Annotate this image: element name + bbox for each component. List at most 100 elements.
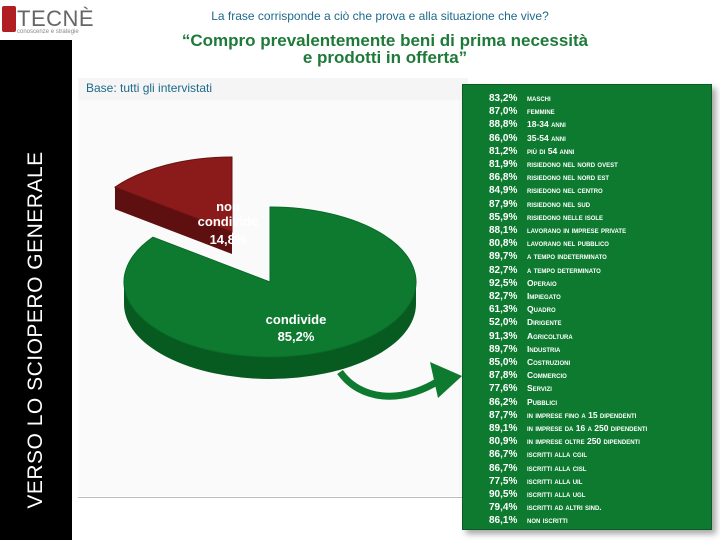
question-text: La frase corrisponde a ciò che prova e a… [211,9,549,23]
breakdown-label: a tempo determinato [527,264,601,275]
breakdown-value: 89,7% [489,251,518,263]
breakdown-row: 82,7% a tempo determinato [489,260,601,276]
breakdown-row: 91,3% Agricoltura [489,326,573,342]
breakdown-row: 85,0% Costruzioni [489,352,570,368]
slice-label-non: non [216,199,240,214]
base-bar [78,78,468,100]
breakdown-value: 81,9% [489,159,518,170]
title-line-2: e prodotti in offerta” [302,48,468,67]
breakdown-label: risiedono nel nord est [527,172,610,183]
breakdown-label: 18-34 anni [527,119,566,130]
breakdown-value: 87,8% [489,370,518,382]
breakdown-row: 86,7% iscritti alla cgil [489,444,588,461]
breakdown-value: 86,2% [489,396,518,408]
breakdown-value: 80,8% [489,238,518,250]
breakdown-value: 86,8% [489,172,518,184]
breakdown-label: iscritti alla cgil [527,449,588,460]
breakdown-label: Industria [527,343,561,354]
breakdown-value: 84,9% [489,185,518,197]
breakdown-value: 77,6% [489,383,518,395]
breakdown-label: Commercio [527,370,567,381]
breakdown-row: 87,8% Commercio [489,365,567,382]
breakdown-row: 83,2% maschi [489,88,551,104]
breakdown-value: 85,9% [489,211,518,223]
breakdown-label: Operaio [527,277,557,288]
slice-label-condivide: condivide [266,312,327,327]
breakdown-label: maschi [527,93,551,103]
breakdown-row: 80,9% in imprese oltre 250 dipendenti [489,431,640,447]
arrow-connector [337,369,442,400]
breakdown-row: 80,8% lavorano nel pubblico [489,233,609,250]
logo: TECNÈ conoscenze e strategie [0,0,94,40]
breakdown-label: lavorano nel pubblico [527,238,609,249]
logo-mark [2,6,16,32]
breakdown-label: risiedono nel centro [527,185,603,196]
breakdown-row: 84,9% risiedono nel centro [489,180,603,197]
breakdown-row: 89,7% a tempo indeterminato [489,246,607,263]
breakdown-label: lavorano in imprese private [527,225,627,235]
breakdown-value: 83,2% [489,93,518,104]
breakdown-label: a tempo indeterminato [527,251,607,262]
breakdown-label: Quadro [527,304,556,315]
breakdown-row: 61,3% Quadro [489,299,556,315]
slice-side-non-condivide [114,187,232,254]
breakdown-label: Pubblici [527,396,558,407]
logo-name: TECNÈ [17,6,95,31]
base-text: Base: tutti gli intervistati [86,81,213,95]
breakdown-row: 87,9% risiedono nel sud [489,194,591,210]
arrow-head [430,362,462,398]
breakdown-value: 82,7% [489,264,518,276]
breakdown-label: risiedono nel sud [527,198,591,209]
breakdown-label: iscritti alla ugl [527,489,586,499]
breakdown-value: 86,1% [489,515,518,527]
breakdown-row: 86,7% iscritti alla cisl [489,458,587,474]
breakdown-row: 92,5% Operaio [489,273,557,289]
breakdown-row: 87,0% femmine [489,101,555,117]
breakdown-value: 86,0% [489,132,518,144]
breakdown-value: 92,5% [489,277,518,289]
breakdown-row: 86,0% 35-54 anni [489,128,566,144]
breakdown-row: 85,9% risiedono nelle isole [489,207,604,223]
breakdown-row: 79,4% iscritti ad altri sind. [489,497,602,514]
breakdown-value: 52,0% [489,317,518,329]
slice-non-condivide [113,156,233,233]
breakdown-value: 87,7% [489,409,518,421]
breakdown-label: 35-54 anni [527,132,566,143]
breakdown-row: 86,8% risiedono nel nord est [489,167,610,184]
breakdown-label: Servizi [527,383,552,394]
breakdown-value: 85,0% [489,357,518,368]
breakdown-row: 88,1% lavorano in imprese private [489,220,627,236]
breakdown-row: 89,1% in imprese da 16 a 250 dipendenti [489,418,647,434]
breakdown-label: iscritti ad altri sind. [527,502,602,513]
breakdown-label: non iscritti [527,515,568,526]
breakdown-value: 82,7% [489,291,518,302]
breakdown-value: 86,7% [489,449,518,461]
breakdown-label: femmine [527,106,555,117]
breakdown-row: 86,2% Pubblici [489,392,558,408]
breakdown-label: iscritti alla cisl [527,462,587,473]
breakdown-row: 86,1% non iscritti [489,510,568,527]
breakdown-row: 87,7% in imprese fino a 15 dipendenti [489,405,637,421]
breakdown-label: risiedono nel nord ovest [527,159,618,169]
breakdown-row: 88,8% 18-34 anni [489,114,566,130]
breakdown-label: in imprese fino a 15 dipendenti [527,409,637,420]
title-line-1: “Compro prevalentemente beni di prima ne… [181,31,589,50]
breakdown-row: 81,2% più di 54 anni [489,141,575,157]
breakdown-value: 81,2% [489,145,518,157]
breakdown-label: più di 54 anni [527,145,575,156]
breakdown-value: 91,3% [489,330,518,342]
breakdown-label: risiedono nelle isole [527,211,604,222]
breakdown-label: in imprese oltre 250 dipendenti [527,436,640,447]
breakdown-value: 89,1% [489,423,518,434]
breakdown-value: 88,1% [489,225,518,236]
breakdown-row: 77,6% Servizi [489,378,552,395]
divider [78,497,468,498]
breakdown-value: 77,5% [489,475,518,487]
breakdown-panel: 83,2% maschi 87,0% femmine 88,8% 18-34 anni 86… [462,84,712,530]
slice-condivide [123,206,417,358]
breakdown-label: Impiegato [527,291,561,301]
breakdown-label: Dirigente [527,317,562,328]
breakdown-row: 90,5% iscritti alla ugl [489,484,586,500]
breakdown-value: 79,4% [489,502,518,514]
